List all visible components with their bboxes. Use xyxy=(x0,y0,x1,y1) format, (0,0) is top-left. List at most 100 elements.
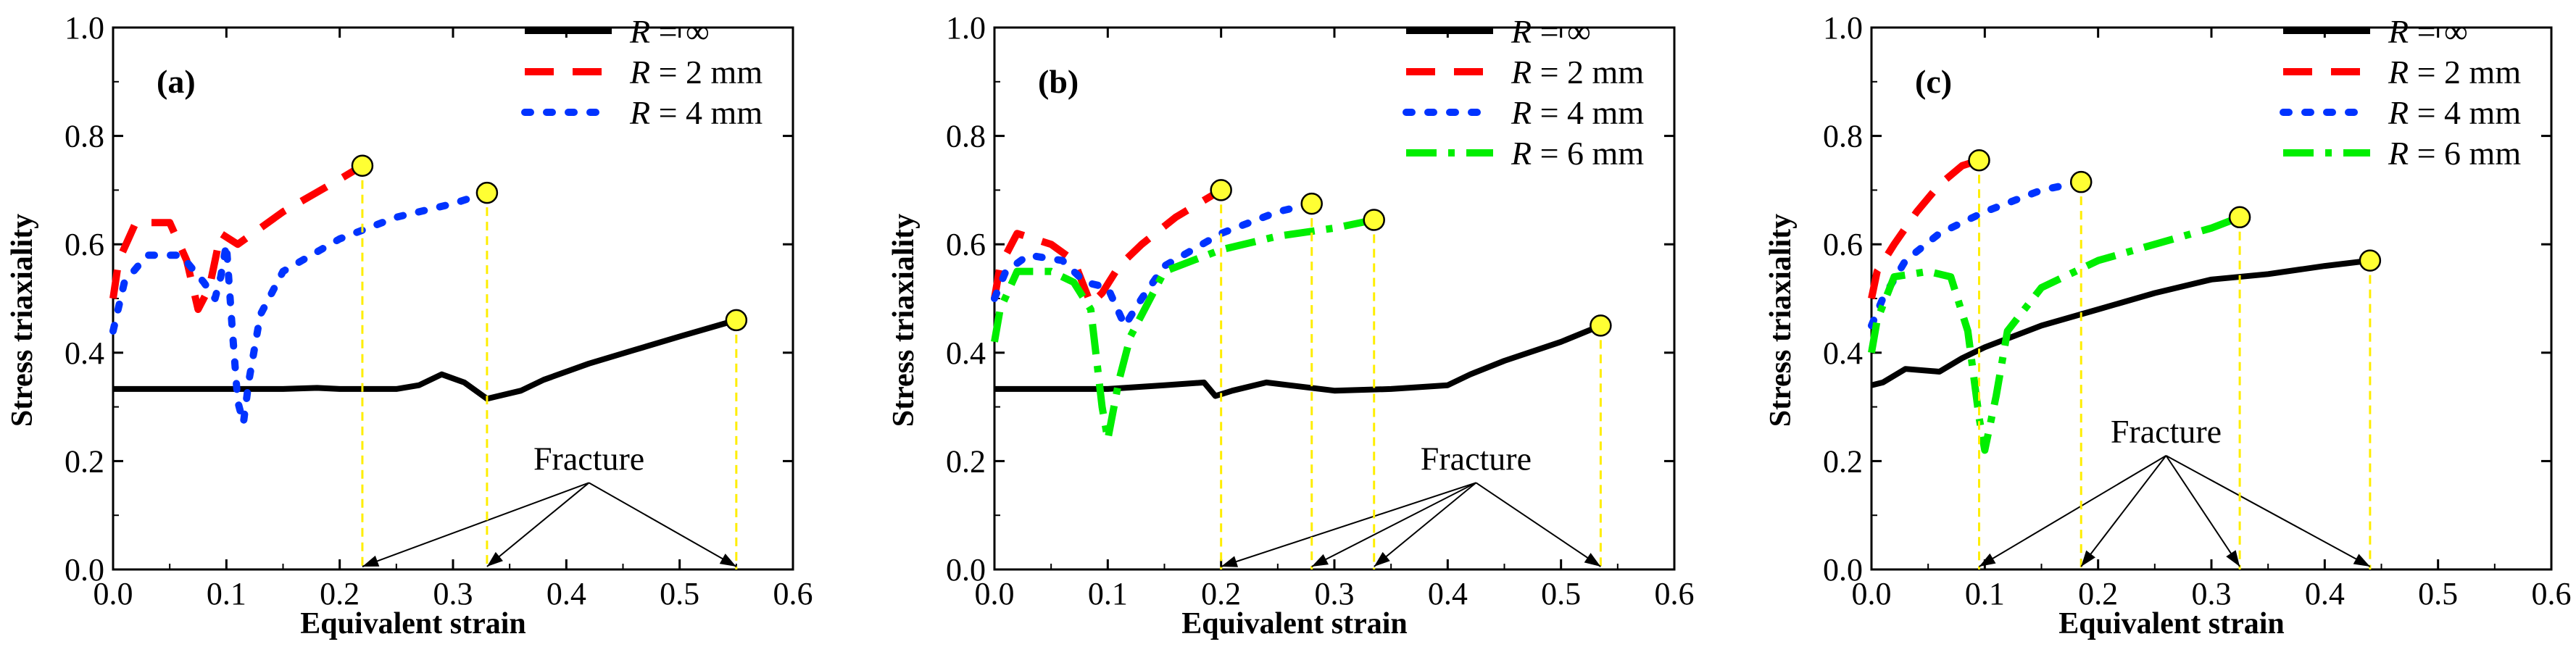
fracture-arrowhead-r2 xyxy=(1979,553,1996,567)
fracture-arrow-r6 xyxy=(2165,455,2240,567)
x-axis-label: Equivalent strain xyxy=(2058,607,2285,640)
legend-label-symbol: R xyxy=(1511,135,1532,172)
legend-label-r2: R = 2 mm xyxy=(2388,54,2521,91)
fracture-arrowhead-r6 xyxy=(2226,550,2240,567)
x-tick-label: 0.4 xyxy=(2305,576,2345,611)
fracture-marker-r2 xyxy=(351,154,374,177)
chart-panel-2: 0.0 0.1 0.2 0.3 0.4 0.5 0.6 0.0 0.2 0.4 0.6 0.8 1.0 E… xyxy=(887,10,1695,640)
fracture-annotation: Fracture xyxy=(533,440,644,477)
legend-label-symbol: R xyxy=(1511,54,1532,91)
legend-label-symbol: R xyxy=(2388,54,2409,91)
legend-label-symbol: R xyxy=(1511,94,1532,131)
fracture-arrowhead-r2 xyxy=(362,555,380,567)
y-tick-label: 0.4 xyxy=(1823,335,1863,371)
panel-label: (c) xyxy=(1915,63,1952,100)
legend-label-r4: R = 4 mm xyxy=(629,94,763,131)
legend-label-value: = 6 mm xyxy=(2409,135,2521,172)
fracture-arrowhead-inf xyxy=(2353,554,2370,567)
y-tick-label: 0.8 xyxy=(65,119,104,154)
x-tick-label: 0.6 xyxy=(1655,576,1695,611)
x-tick-label: 0.6 xyxy=(2532,576,2572,611)
series-line-r4 xyxy=(1868,178,2085,330)
fracture-annotation: Fracture xyxy=(1421,440,1532,477)
x-tick-label: 0.2 xyxy=(2078,576,2118,611)
fracture-arrow-r2 xyxy=(1979,455,2166,567)
x-tick-label: 0.3 xyxy=(1315,576,1355,611)
legend-label-value: = ∞ xyxy=(2409,13,2468,50)
y-tick-label: 0.2 xyxy=(1823,443,1863,479)
fracture-arrow-r4 xyxy=(2080,455,2167,567)
x-tick-label: 0.6 xyxy=(773,576,813,611)
y-tick-label: 0.0 xyxy=(1823,552,1863,588)
fracture-marker-r4 xyxy=(475,181,499,204)
y-tick-label: 0.6 xyxy=(946,227,986,262)
series-line-r4 xyxy=(991,200,1316,330)
legend-label-inf: R = ∞ xyxy=(2388,13,2468,50)
x-tick-label: 0.0 xyxy=(975,576,1015,611)
fracture-arrow-inf xyxy=(2165,455,2371,567)
x-tick-label: 0.0 xyxy=(94,576,133,611)
fracture-marker-inf xyxy=(2359,249,2382,272)
fracture-arrow-r2 xyxy=(1221,482,1476,567)
legend-label-r4: R = 4 mm xyxy=(1511,94,1644,131)
legend-label-value: = ∞ xyxy=(1532,13,1591,50)
y-tick-label: 1.0 xyxy=(946,10,986,46)
legend-label-inf: R = ∞ xyxy=(629,13,710,50)
legend-label-symbol: R xyxy=(2388,94,2409,131)
y-axis-label: Stress triaxiality xyxy=(1764,214,1798,427)
x-axis-label: Equivalent strain xyxy=(1181,607,1408,640)
y-tick-label: 1.0 xyxy=(1823,10,1863,46)
series-line-r2 xyxy=(991,187,1223,308)
legend-label-symbol: R xyxy=(629,54,650,91)
chart-panel-1: 0.0 0.1 0.2 0.3 0.4 0.5 0.6 0.0 0.2 0.4 0.6 0.8 1.0 E… xyxy=(6,10,813,640)
fracture-marker-r4 xyxy=(1300,192,1323,215)
y-tick-label: 0.8 xyxy=(946,119,986,154)
x-tick-label: 0.2 xyxy=(1201,576,1241,611)
legend-label-symbol: R xyxy=(2388,13,2409,50)
x-tick-label: 0.3 xyxy=(433,576,473,611)
series-line-inf xyxy=(113,317,737,402)
x-tick-label: 0.4 xyxy=(547,576,586,611)
y-tick-label: 1.0 xyxy=(65,10,104,46)
x-tick-label: 0.1 xyxy=(1965,576,2005,611)
y-tick-label: 0.0 xyxy=(946,552,986,588)
x-tick-label: 0.2 xyxy=(320,576,360,611)
legend-label-value: = 4 mm xyxy=(2409,94,2521,131)
legend-label-value: = 2 mm xyxy=(650,54,763,91)
fracture-arrowhead-inf xyxy=(1584,553,1601,567)
fracture-arrowhead-r4 xyxy=(2081,550,2095,567)
x-tick-label: 0.3 xyxy=(2192,576,2232,611)
series-line-inf xyxy=(1871,257,2371,388)
fracture-arrowhead-inf xyxy=(719,554,736,567)
fracture-arrow-inf xyxy=(1475,482,1601,567)
fracture-arrow-inf xyxy=(589,482,737,567)
fracture-arrow-r6 xyxy=(1374,482,1477,567)
y-tick-label: 0.2 xyxy=(65,443,104,479)
legend-label-symbol: R xyxy=(629,94,650,131)
fracture-arrowhead-r4 xyxy=(1311,554,1329,567)
fracture-marker-r2 xyxy=(1210,179,1232,201)
fracture-arrow-r2 xyxy=(362,482,589,567)
series-line-r4 xyxy=(109,189,491,427)
y-tick-label: 0.4 xyxy=(946,335,986,371)
panel-label: (a) xyxy=(157,63,196,100)
x-tick-label: 0.1 xyxy=(207,576,246,611)
fracture-arrowhead-r2 xyxy=(1221,556,1239,567)
fracture-marker-r6 xyxy=(1363,209,1385,231)
legend-label-r4: R = 4 mm xyxy=(2388,94,2521,131)
y-tick-label: 0.8 xyxy=(1823,119,1863,154)
series-line-r6 xyxy=(991,216,1375,443)
panel-label: (b) xyxy=(1038,63,1079,100)
legend-label-value: = 4 mm xyxy=(650,94,763,131)
series-line-r2 xyxy=(1868,156,1981,300)
legend-label-value: = 2 mm xyxy=(1532,54,1644,91)
fracture-marker-r4 xyxy=(2069,170,2093,193)
legend-label-r6: R = 6 mm xyxy=(1511,135,1644,172)
x-tick-label: 0.5 xyxy=(2418,576,2458,611)
y-tick-label: 0.6 xyxy=(1823,227,1863,262)
x-tick-label: 0.5 xyxy=(1541,576,1581,611)
fracture-arrow-r4 xyxy=(1311,482,1476,567)
fracture-arrowhead-r4 xyxy=(486,551,503,567)
legend-label-r2: R = 2 mm xyxy=(1511,54,1644,91)
